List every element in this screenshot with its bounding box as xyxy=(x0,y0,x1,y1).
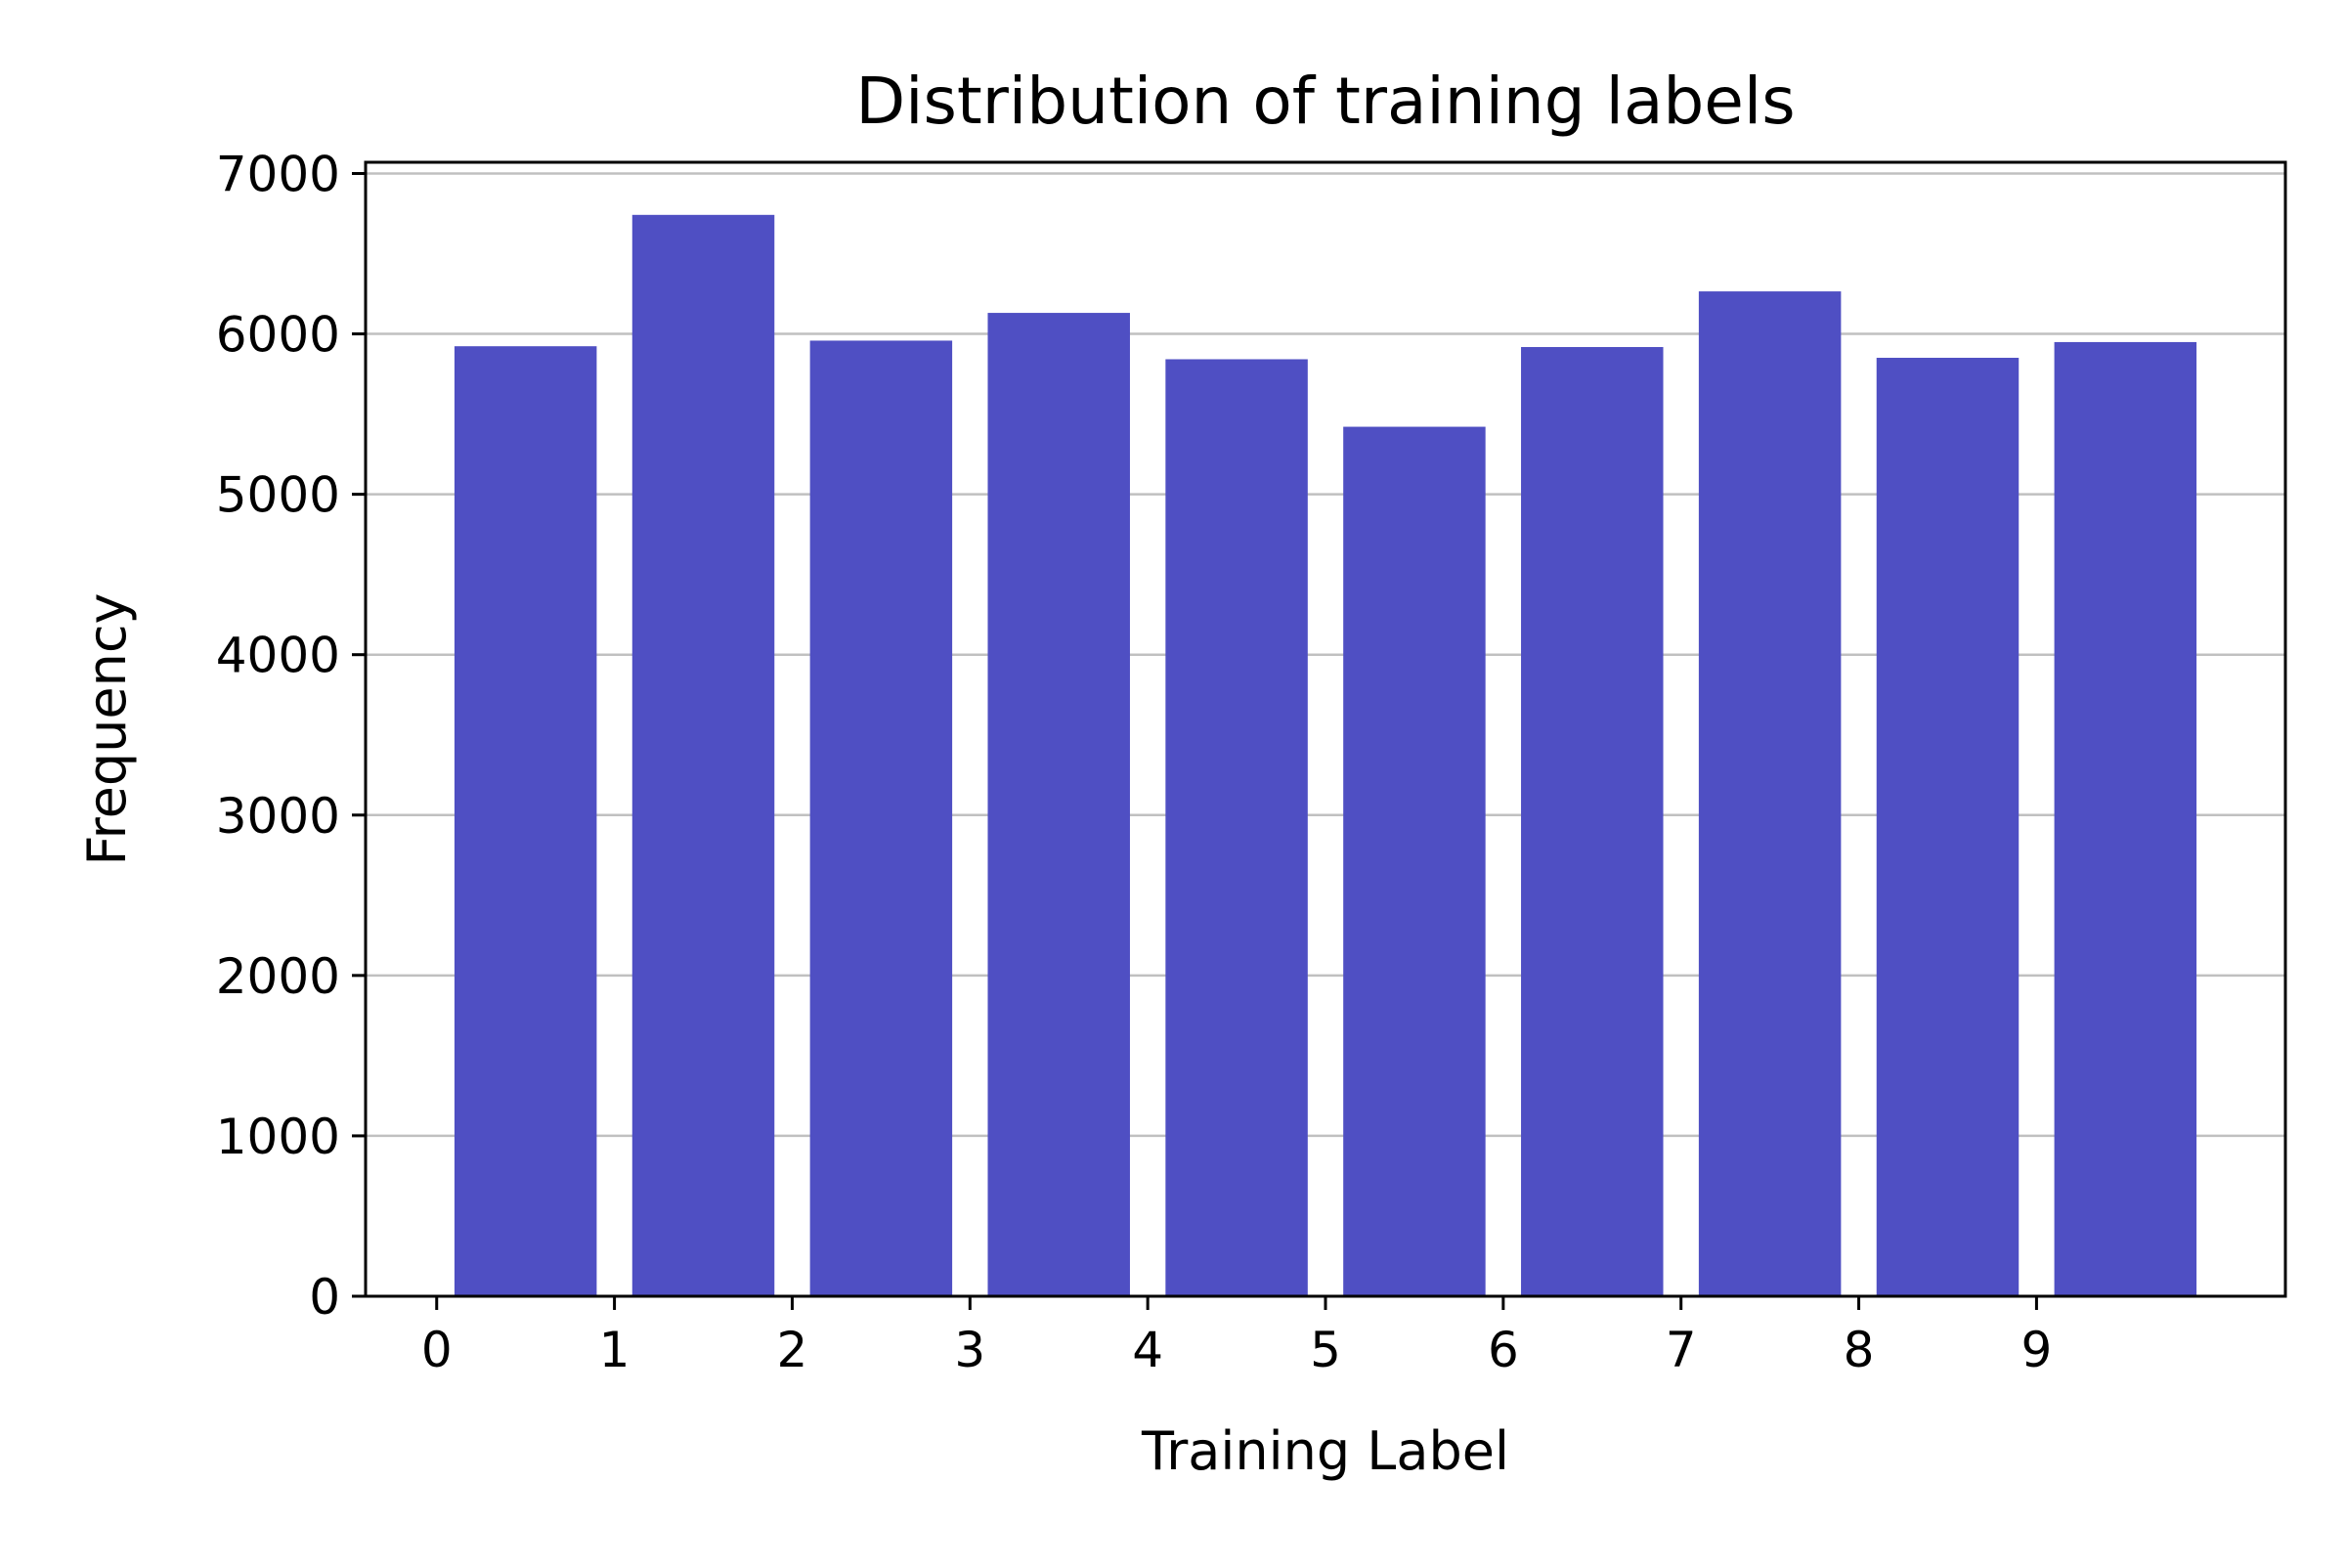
y-tick-label: 6000 xyxy=(216,307,340,364)
bar-4 xyxy=(1165,359,1308,1297)
y-tick-label: 2000 xyxy=(216,948,340,1005)
x-tick-label: 1 xyxy=(599,1322,630,1378)
y-tick-label: 4000 xyxy=(216,628,340,684)
y-tick-label: 5000 xyxy=(216,467,340,524)
x-tick-label: 7 xyxy=(1666,1322,1697,1378)
bar-8 xyxy=(1876,358,2020,1297)
x-axis-label: Training Label xyxy=(1141,1420,1509,1482)
x-tick-label: 8 xyxy=(1844,1322,1875,1378)
x-axis: 0 1 2 3 4 5 6 7 8 9 xyxy=(421,1296,2052,1378)
bar-2 xyxy=(809,340,953,1296)
y-tick-label: 3000 xyxy=(216,788,340,845)
x-tick-label: 5 xyxy=(1310,1322,1341,1378)
bar-9 xyxy=(2054,341,2197,1296)
x-tick-label: 0 xyxy=(421,1322,453,1378)
y-tick-label: 7000 xyxy=(216,146,340,202)
x-tick-label: 4 xyxy=(1132,1322,1163,1378)
bar-6 xyxy=(1521,347,1664,1297)
bar-0 xyxy=(454,346,597,1296)
bars xyxy=(454,214,2197,1297)
bar-3 xyxy=(987,313,1130,1296)
x-tick-label: 6 xyxy=(1488,1322,1519,1378)
y-axis-label: Frequency xyxy=(76,593,138,866)
x-tick-label: 9 xyxy=(2021,1322,2053,1378)
bar-1 xyxy=(631,214,775,1296)
x-tick-label: 2 xyxy=(777,1322,808,1378)
y-axis: 0 1000 2000 3000 4000 5000 6000 7000 xyxy=(216,146,366,1326)
bar-7 xyxy=(1698,291,1842,1296)
bar-5 xyxy=(1343,426,1486,1297)
y-tick-label: 1000 xyxy=(216,1109,340,1165)
chart-title: Distribution of training labels xyxy=(855,64,1795,139)
x-tick-label: 3 xyxy=(954,1322,985,1378)
y-tick-label: 0 xyxy=(309,1269,340,1326)
